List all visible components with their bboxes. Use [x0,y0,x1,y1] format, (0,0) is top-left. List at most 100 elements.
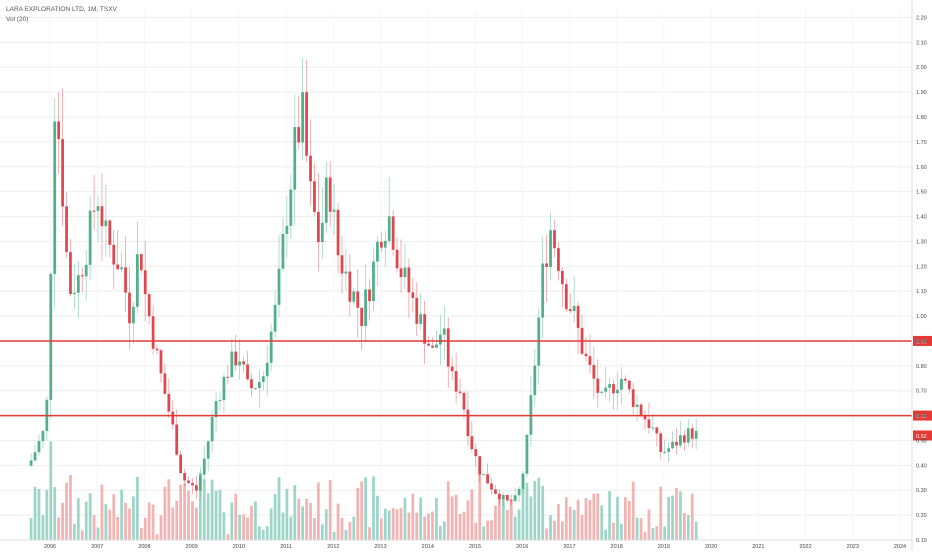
volume-bar [442,521,446,540]
y-tick-label: 0.10 [916,538,927,544]
candle-body [344,271,348,274]
candle-body [411,292,415,298]
candle-body [179,454,183,474]
volume-bar [608,491,611,540]
volume-bar [533,480,537,540]
candle-body [69,252,72,295]
candle-body [486,474,489,484]
candle-body [379,241,383,248]
volume-bar [627,500,631,540]
level-lines: 0.90 0.60 0.52 [0,335,932,441]
volume-bar [682,513,686,540]
volume-bar [191,501,194,540]
candle-body [494,489,497,494]
volume-bar [76,498,80,540]
y-tick-label: 1.30 [916,239,927,245]
volume-bar [376,495,379,540]
x-tick-label: 2011 [280,544,292,550]
volume-bar [659,486,663,540]
volume-bar [631,481,635,540]
volume-bar [344,530,348,540]
candle-body [584,353,588,357]
candle-body [49,273,53,400]
candle-body [230,351,234,377]
volume-bar [210,479,214,540]
volume-bar [250,505,253,540]
volume-bar [482,526,486,540]
candle-body [210,417,214,442]
volume-bar [419,497,423,540]
candle-body [450,366,454,372]
candle-body [533,365,537,396]
volume-bar [305,498,308,540]
volume-bar [596,493,600,540]
candle-body [612,384,615,394]
volume-bar [285,488,289,540]
level-price-tag [913,335,932,346]
volume-bar [541,485,545,540]
candle-body [277,268,281,305]
candle-body [112,244,116,265]
candle-body [281,233,285,269]
x-tick-label: 2016 [516,544,528,550]
candle-body [679,435,682,446]
candle-body [171,411,175,425]
volume-bar [560,521,564,540]
candle-body [206,441,210,459]
candle-body [647,419,651,429]
candle-body [100,206,104,227]
y-tick-label: 1.50 [916,190,927,196]
candle-body [159,350,163,374]
volume-bar [383,508,387,540]
volume-bar [572,509,576,540]
candle-body [340,255,344,274]
symbol-title: LARA EXPLORATION LTD, 1M, TSXV [6,6,117,13]
candle-body [376,241,379,262]
volume-bar [612,522,615,540]
y-tick-label: 0.20 [916,513,927,519]
volume-bar [332,531,336,540]
candle-body [509,500,513,502]
candle-body [395,249,399,269]
volume-bar [474,522,478,540]
candle-body [336,209,340,256]
candle-body [195,485,198,491]
volume-bar [84,501,88,540]
candle-body [155,348,159,351]
y-tick-label: 0.50 [916,438,927,444]
volume-bar [360,481,364,540]
candle-body [250,379,253,389]
volume-bar [592,493,596,540]
last-price-tag [913,430,932,441]
volume-bar [151,504,155,540]
candle-body [383,240,387,248]
candle-body [175,424,179,455]
candle-body [446,328,450,367]
candle-body [364,289,367,326]
volume-bar [537,477,541,540]
volume-bar [163,486,167,540]
candle-body [269,331,273,363]
volume-bar [324,509,328,540]
volume-bar [313,518,316,540]
candle-body [588,356,592,365]
candle-body [246,364,249,380]
candle-body [132,306,135,324]
y-tick-label: 0.30 [916,488,927,494]
candle-body [596,378,600,393]
candles [29,57,698,506]
volume-bar [651,528,655,540]
y-tick-label: 1.60 [916,165,927,171]
candle-body [470,436,474,450]
candle-body [356,291,360,308]
candle-body [37,441,41,453]
candle-body [513,495,517,501]
volume-bar [320,524,324,540]
volume-bar [281,512,285,540]
volume-bar [202,479,206,540]
y-tick-label: 1.10 [916,289,927,295]
candle-body [549,230,552,267]
candle-body [387,216,391,241]
